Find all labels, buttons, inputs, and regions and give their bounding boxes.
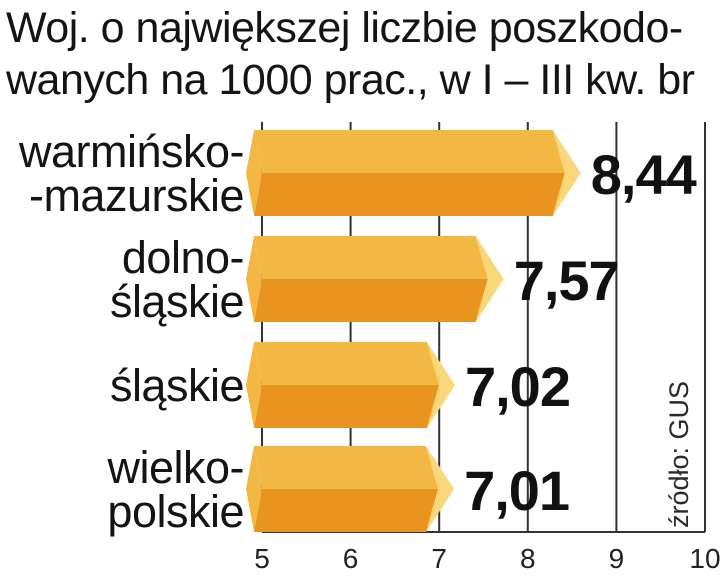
value-label: 7,57 <box>514 249 619 312</box>
bar-tip <box>426 446 455 532</box>
bar-tip <box>552 130 581 216</box>
bar-left-bevel <box>246 130 262 216</box>
x-tick-label-7: 7 <box>431 543 447 574</box>
x-tick-label-8: 8 <box>520 543 536 574</box>
value-label: 7,02 <box>465 355 570 418</box>
x-tick-label-9: 9 <box>609 543 625 574</box>
bar-bottom-face <box>254 385 441 428</box>
category-label: polskie <box>107 486 244 537</box>
category-label: -mazurskie <box>29 170 244 221</box>
value-label: 7,01 <box>464 459 569 522</box>
bar-top-face <box>254 130 567 173</box>
bar-bottom-face <box>254 489 441 532</box>
bar-bottom-face <box>254 173 567 216</box>
bar-left-bevel <box>246 446 262 532</box>
bar-tip <box>475 236 504 322</box>
bar-group-0 <box>246 130 581 216</box>
bar-top-face <box>254 342 441 385</box>
bar-tip <box>426 342 455 428</box>
chart-title-line-1: Woj. o największej liczbie poszkodo- <box>6 4 683 52</box>
category-label: dolno- <box>122 232 244 283</box>
category-label: śląskie <box>110 360 244 411</box>
bar-left-bevel <box>246 236 262 322</box>
bar-group-3 <box>246 446 455 532</box>
value-label: 8,44 <box>591 143 697 206</box>
x-tick-label-10: 10 <box>689 543 720 574</box>
bar-group-2 <box>246 342 455 428</box>
bar-top-face <box>254 446 441 489</box>
bar-top-face <box>254 236 490 279</box>
x-tick-label-5: 5 <box>254 543 270 574</box>
category-label: wielko- <box>106 442 244 493</box>
source-label: źródło: GUS <box>664 381 694 528</box>
bar-bottom-face <box>254 279 490 322</box>
category-label: warmińsko- <box>18 126 244 177</box>
chart-title: Woj. o największej liczbie poszkodo- wan… <box>6 2 718 106</box>
chart-title-line-2: wanych na 1000 prac., w I – III kw. br <box>6 56 695 104</box>
x-tick-label-6: 6 <box>343 543 359 574</box>
bar-group-1 <box>246 236 504 322</box>
category-label: śląskie <box>110 276 244 327</box>
bar-left-bevel <box>246 342 262 428</box>
